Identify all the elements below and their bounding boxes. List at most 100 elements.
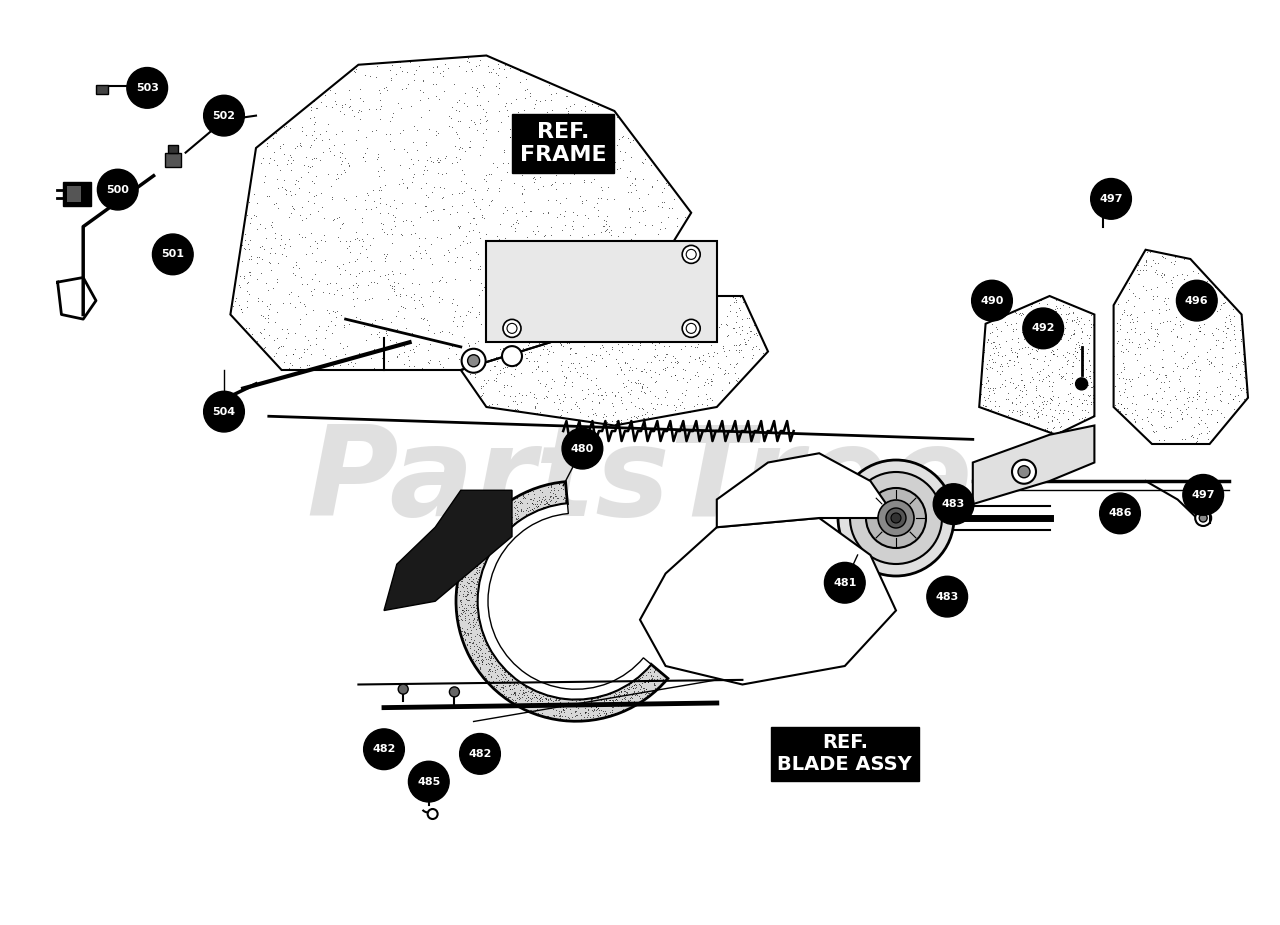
Point	[646, 681, 667, 696]
Text: 482: 482	[372, 745, 396, 754]
Point	[529, 500, 549, 514]
Point	[1172, 412, 1193, 426]
Point	[618, 337, 639, 352]
Point	[636, 260, 657, 275]
Point	[1050, 406, 1070, 421]
Point	[443, 314, 463, 328]
Point	[1148, 335, 1169, 350]
Point	[553, 339, 573, 353]
Point	[521, 240, 541, 254]
Point	[689, 350, 709, 364]
Point	[449, 140, 470, 154]
Point	[1212, 364, 1233, 379]
Point	[605, 689, 626, 704]
Point	[708, 319, 728, 334]
Point	[998, 408, 1019, 423]
Point	[675, 388, 695, 402]
Point	[337, 192, 357, 207]
Point	[538, 251, 558, 265]
Point	[468, 580, 489, 595]
Point	[302, 158, 323, 173]
Point	[1198, 277, 1219, 291]
Point	[1116, 294, 1137, 309]
Point	[561, 340, 581, 355]
Point	[492, 270, 512, 285]
Point	[451, 597, 471, 611]
Point	[499, 295, 520, 310]
Point	[1037, 394, 1057, 409]
Point	[474, 210, 494, 225]
Point	[731, 311, 751, 326]
Point	[549, 245, 570, 260]
Point	[539, 497, 559, 512]
Point	[561, 364, 581, 379]
Point	[241, 249, 261, 264]
Point	[465, 587, 485, 602]
Point	[1010, 403, 1030, 418]
Point	[344, 299, 365, 314]
Point	[1037, 369, 1057, 384]
Point	[364, 360, 384, 375]
Point	[1056, 365, 1076, 380]
Point	[1169, 372, 1189, 387]
Point	[1120, 374, 1140, 388]
Point	[540, 240, 561, 254]
Point	[516, 146, 536, 161]
Point	[1164, 343, 1184, 358]
Point	[1052, 369, 1073, 384]
Point	[306, 101, 326, 116]
Point	[467, 549, 488, 564]
Point	[1009, 306, 1029, 321]
Point	[668, 290, 689, 305]
Point	[1014, 331, 1034, 346]
Point	[544, 305, 564, 320]
Point	[530, 690, 550, 705]
Point	[466, 605, 486, 620]
Point	[1199, 354, 1220, 369]
Point	[468, 639, 489, 654]
Point	[278, 326, 298, 340]
Point	[543, 486, 563, 500]
Point	[307, 241, 328, 256]
Point	[430, 357, 451, 372]
Point	[457, 622, 477, 636]
Point	[517, 351, 538, 365]
Point	[1167, 329, 1188, 344]
Point	[352, 215, 372, 229]
Point	[1135, 336, 1156, 351]
Point	[607, 161, 627, 176]
Point	[577, 259, 598, 274]
Point	[612, 395, 632, 410]
Point	[543, 708, 563, 722]
Point	[588, 701, 608, 716]
Point	[494, 662, 515, 677]
Point	[540, 380, 561, 395]
Point	[605, 413, 626, 428]
Point	[1137, 387, 1157, 401]
Point	[556, 711, 576, 726]
Point	[465, 617, 485, 632]
Point	[639, 313, 659, 327]
Point	[698, 376, 718, 390]
Point	[634, 274, 654, 289]
Point	[375, 323, 396, 338]
Point	[247, 249, 268, 264]
Point	[1074, 316, 1094, 331]
Point	[719, 375, 740, 389]
Point	[1015, 323, 1036, 338]
Point	[1046, 303, 1066, 318]
Point	[334, 320, 355, 335]
Point	[481, 649, 502, 664]
Point	[516, 679, 536, 694]
Point	[326, 283, 347, 298]
Point	[339, 245, 360, 260]
Point	[495, 524, 516, 538]
Point	[452, 250, 472, 265]
Point	[463, 603, 484, 618]
Point	[516, 681, 536, 696]
Point	[684, 325, 704, 339]
Point	[417, 153, 438, 167]
Circle shape	[867, 488, 925, 548]
Point	[1161, 280, 1181, 295]
Point	[1183, 427, 1203, 442]
